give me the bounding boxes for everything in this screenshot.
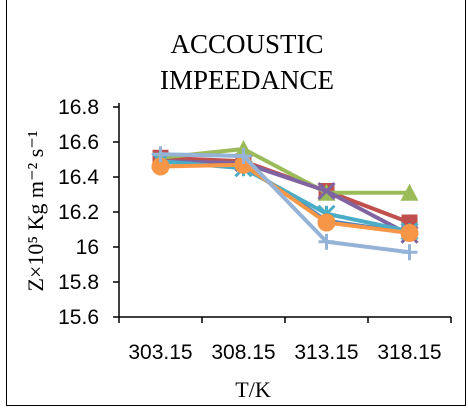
plot-area: 16.8 16.6 16.4 16.2 16 15.8 15.6 303.15 308.15 31…: [58, 96, 452, 364]
chart-title-line-2: IMPEEDANCE: [160, 65, 334, 95]
x-tick-label: 303.15: [128, 341, 192, 364]
marker-plus: [318, 233, 335, 250]
y-axis-title-text: Z×10⁵ Kg m⁻² s⁻¹: [23, 131, 48, 292]
x-tick-label: 318.15: [377, 341, 441, 364]
marker-plus: [235, 148, 252, 164]
chart-frame: ACCOUSTIC IMPEEDANCE Z×10⁵ Kg m⁻² s⁻¹ T/…: [6, 0, 466, 406]
y-tick-label: 16.8: [58, 96, 99, 119]
line-chart: ACCOUSTIC IMPEEDANCE Z×10⁵ Kg m⁻² s⁻¹ T/…: [23, 29, 452, 402]
marker-circle: [151, 157, 170, 176]
y-tick-label: 16.6: [58, 131, 99, 154]
y-tick-label: 15.6: [58, 306, 99, 329]
marker-x: [317, 181, 336, 201]
series-7: [152, 146, 418, 261]
x-axis-title: T/K: [235, 377, 271, 402]
marker-triangle: [400, 183, 419, 201]
series-line: [160, 162, 410, 235]
y-axis-title: Z×10⁵ Kg m⁻² s⁻¹: [23, 131, 48, 292]
marker-circle: [400, 224, 419, 242]
y-tick-label: 15.8: [58, 271, 99, 294]
marker-circle: [317, 213, 336, 232]
y-tick-label: 16.4: [58, 166, 99, 189]
y-tick-label: 16.2: [58, 201, 99, 224]
chart-title-line-1: ACCOUSTIC: [170, 29, 323, 59]
x-tick-label: 308.15: [211, 341, 275, 364]
y-tick-label: 16: [76, 236, 99, 259]
series-line: [160, 152, 410, 255]
x-tick-label: 313.15: [294, 341, 358, 364]
marker-plus: [401, 244, 418, 261]
series-line: [160, 159, 411, 237]
marker-plus: [152, 146, 169, 163]
